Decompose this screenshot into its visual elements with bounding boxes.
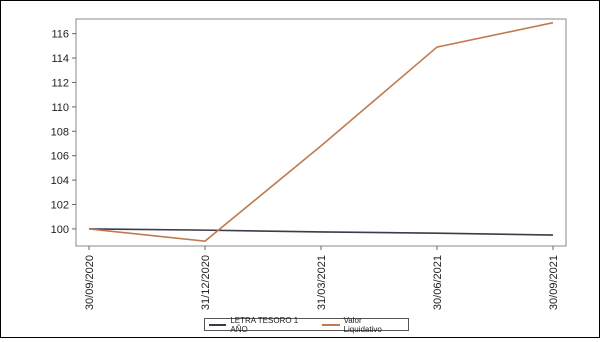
legend-swatch-letra-tesoro [209, 323, 227, 326]
x-tick-label-4: 30/09/2021 [548, 255, 560, 310]
x-tick-label-2: 31/03/2021 [316, 255, 328, 310]
y-tick-label-108: 108 [51, 126, 69, 138]
legend-item-valor-liquidativo: Valor Liquidativo [322, 316, 400, 334]
x-tick-label-1: 31/12/2020 [200, 255, 212, 310]
y-tick-label-114: 114 [51, 53, 69, 65]
legend-label-letra-tesoro: LETRA TESORO 1 AÑO [230, 315, 299, 334]
x-tick-label-3: 30/06/2021 [432, 255, 444, 310]
y-tick-label-110: 110 [51, 102, 69, 114]
legend-label-valor-liquidativo: Valor Liquidativo [343, 315, 382, 334]
legend-item-letra-tesoro: LETRA TESORO 1 AÑO [209, 316, 314, 334]
y-tick-label-106: 106 [51, 151, 69, 163]
y-tick-label-104: 104 [51, 175, 69, 187]
legend: LETRA TESORO 1 AÑO Valor Liquidativo [204, 316, 409, 334]
y-tick-label-116: 116 [51, 29, 69, 41]
x-tick-label-0: 30/09/2020 [84, 255, 96, 310]
series-line-0 [88, 228, 554, 236]
y-tick-label-112: 112 [51, 77, 69, 89]
legend-swatch-valor-liquidativo [322, 323, 340, 326]
series-line-1 [88, 21, 554, 242]
y-tick-label-102: 102 [51, 200, 69, 212]
line-chart: 100 102 104 106 108 110 112 114 116 30/09/2020 31/… [51, 18, 567, 310]
y-tick-label-100: 100 [51, 224, 69, 236]
plot-area [75, 18, 567, 247]
